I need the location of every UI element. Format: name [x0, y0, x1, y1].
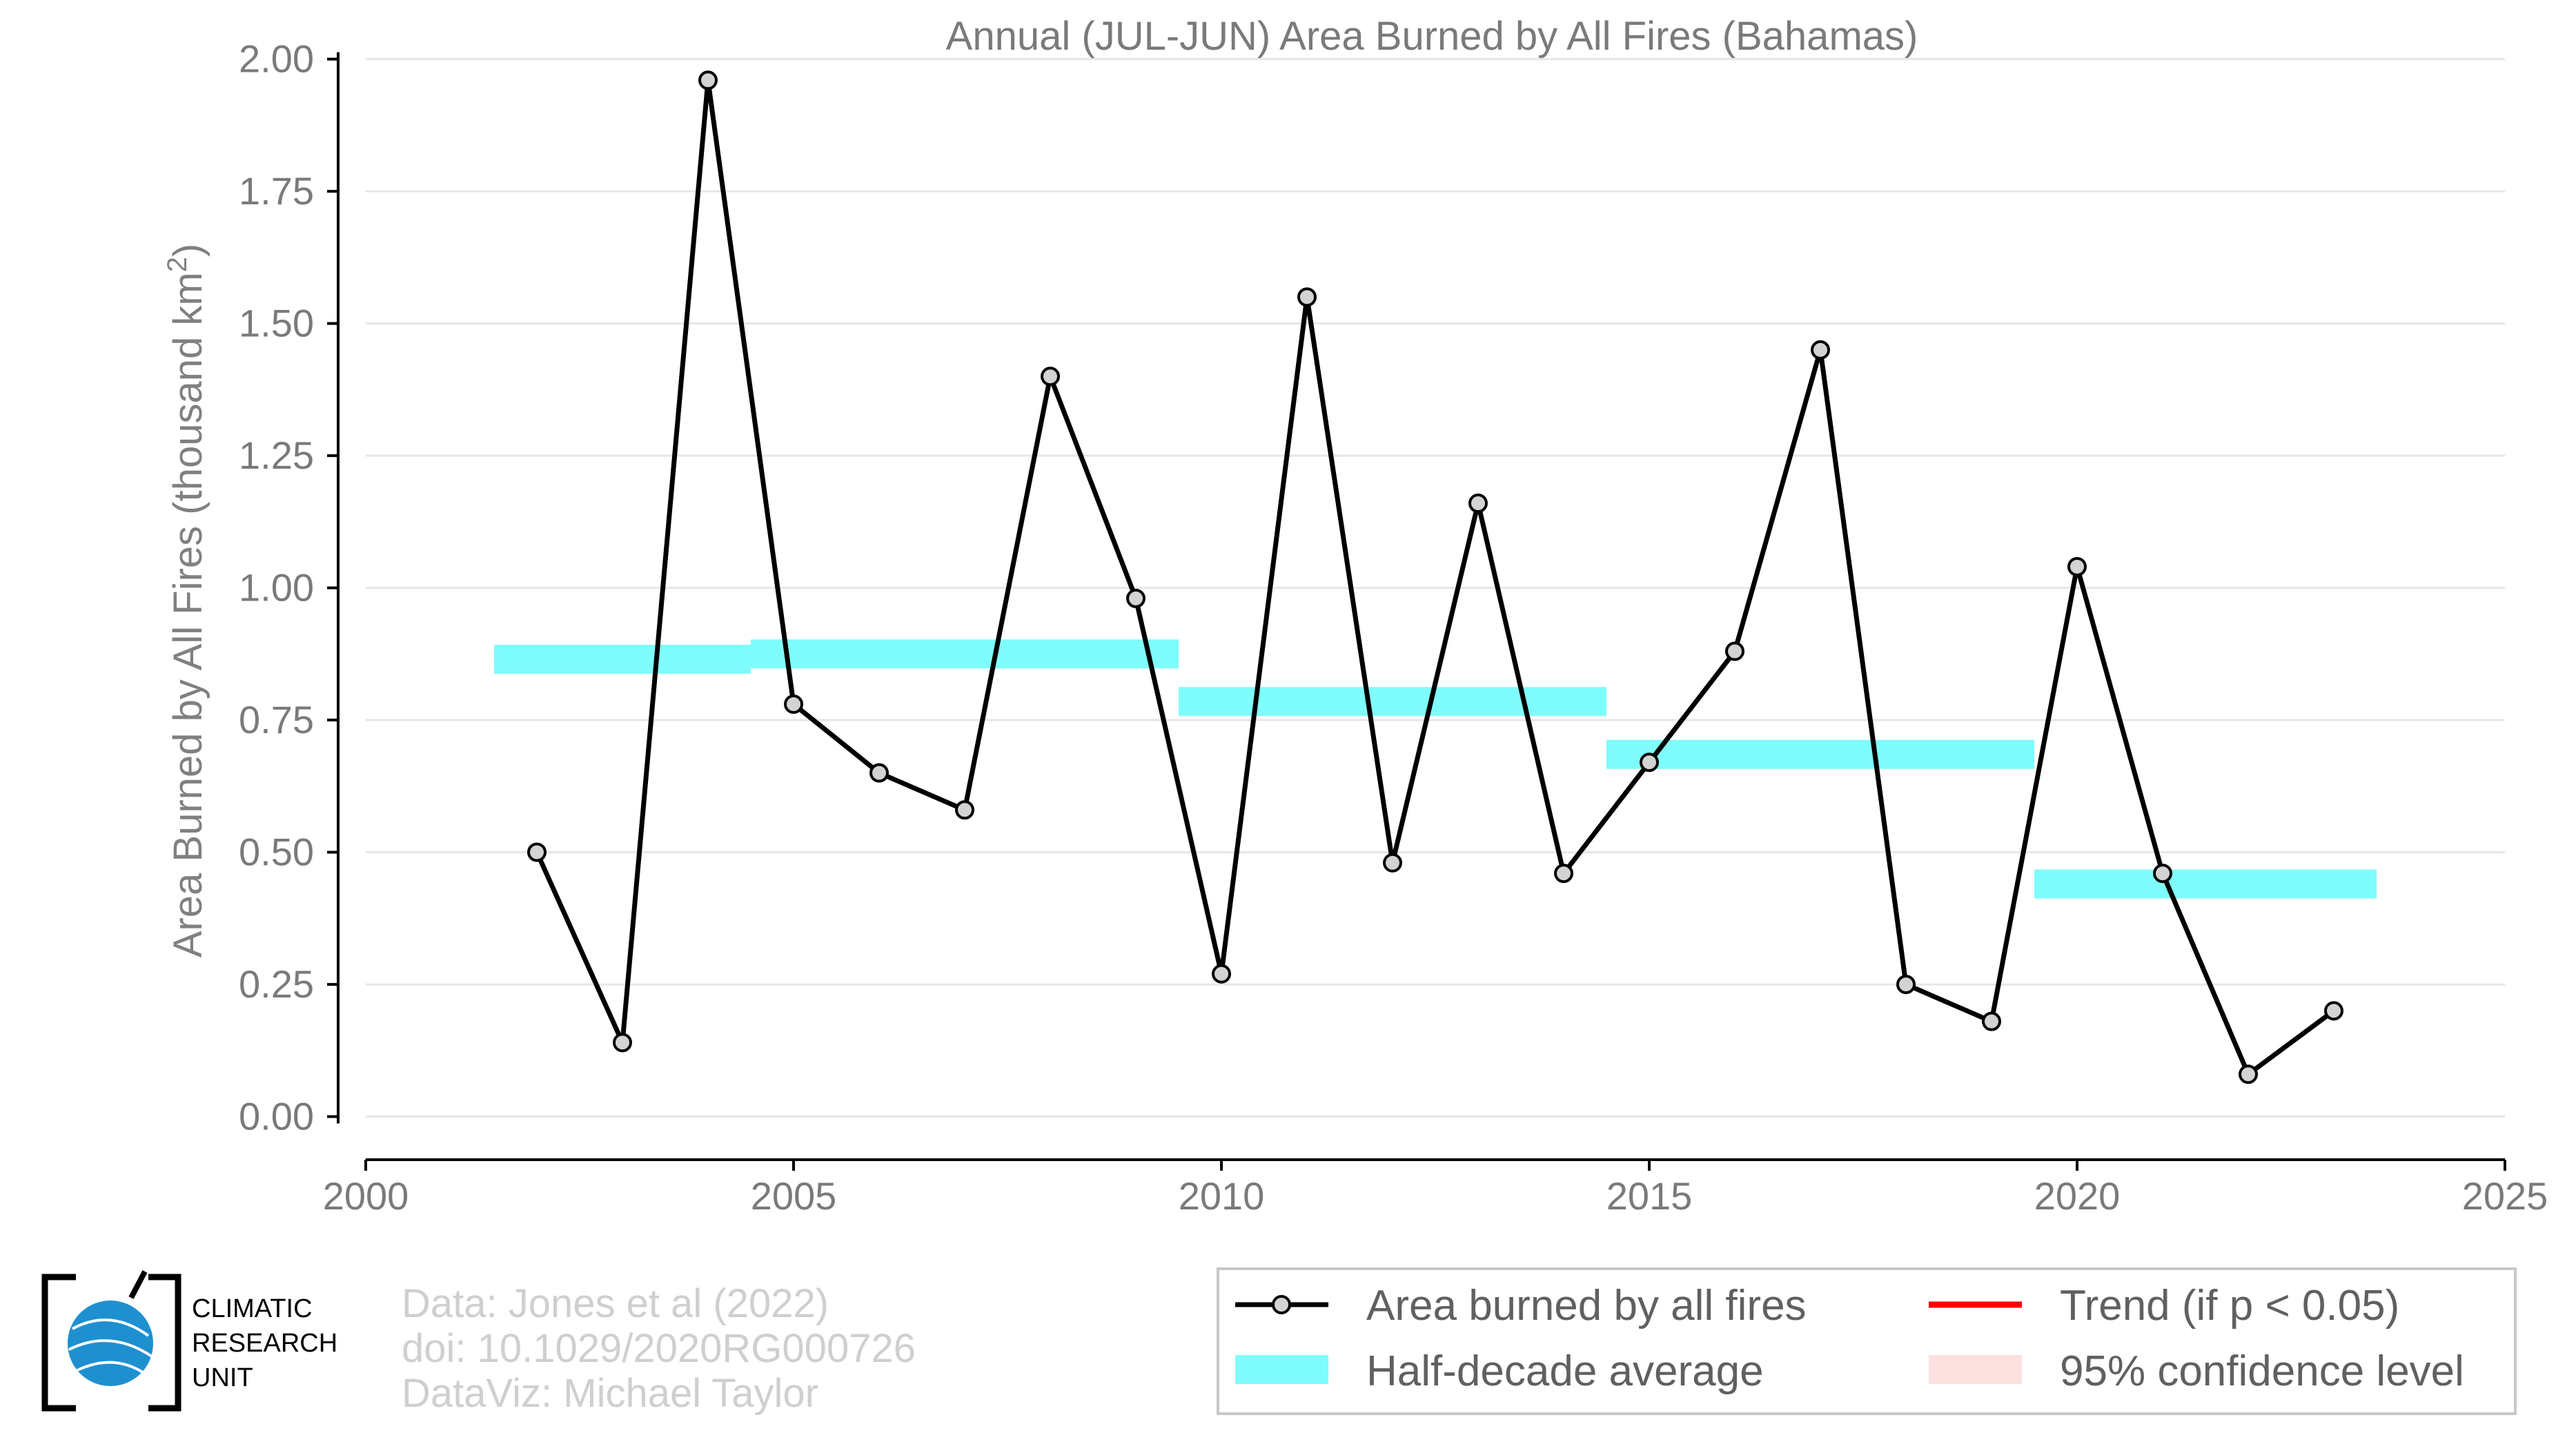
y-tick-label: 1.25 [239, 434, 314, 477]
credit-doi: doi: 10.1029/2020RG000726 [402, 1326, 916, 1371]
half-decade-band [1606, 739, 2034, 769]
x-tick-label: 2010 [1179, 1174, 1265, 1218]
globe-swirl-3 [77, 1361, 146, 1375]
y-tick-label: 1.00 [239, 566, 314, 610]
y-axis-label-main: Area Burned by All Fires (thousand km [166, 272, 210, 957]
y-tick-label: 1.75 [239, 169, 314, 213]
half-decade-band [2034, 869, 2377, 899]
logo-text-climatic: CLIMATIC [192, 1294, 313, 1323]
x-tick-label: 2000 [323, 1174, 409, 1218]
data-point [2239, 1064, 2258, 1084]
data-credits: Data: Jones et al (2022) doi: 10.1029/20… [402, 1281, 916, 1416]
data-point [1640, 752, 1659, 772]
logo-bracket-right [148, 1274, 181, 1412]
legend-symbol-half-decade-band [1235, 1355, 1328, 1384]
y-axis-label: Area Burned by All Fires (thousand km2) [162, 244, 210, 958]
grid-lines [366, 58, 2505, 1118]
logo-text-unit: UNIT [192, 1363, 253, 1392]
data-point [1468, 494, 1488, 514]
legend: Area burned by all fires Trend (if p < 0… [1217, 1267, 2517, 1415]
logo-slash [128, 1270, 148, 1299]
chart-title: Annual (JUL-JUN) Area Burned by All Fire… [946, 14, 1918, 59]
data-series [527, 70, 2343, 1084]
y-axis: 0.00 0.25 0.50 0.75 1.00 1.25 1.50 1.75 2.00 [239, 37, 340, 1138]
y-tick-label: 1.50 [239, 302, 314, 345]
legend-box [1217, 1267, 2517, 1415]
data-point [1383, 853, 1402, 873]
data-point [2153, 864, 2172, 884]
logo-text-research: RESEARCH [192, 1329, 337, 1358]
y-tick-label: 2.00 [239, 37, 314, 81]
half-decade-band [1179, 687, 1606, 717]
half-decade-bands [494, 639, 2377, 899]
data-point [869, 763, 889, 783]
half-decade-band [751, 639, 1179, 669]
x-tick-label: 2015 [1606, 1174, 1693, 1218]
logo-bracket-left [41, 1274, 76, 1412]
data-point [2067, 556, 2087, 576]
globe-swirl-1 [72, 1318, 150, 1337]
x-tick-label: 2025 [2462, 1174, 2548, 1218]
data-point [1297, 287, 1317, 307]
data-point [955, 800, 974, 820]
x-axis: 2000 2005 2010 2015 2020 2025 [323, 1158, 2548, 1218]
legend-label-area-burned: Area burned by all fires [1366, 1282, 1807, 1330]
y-axis-label-superscript: 2 [162, 257, 193, 272]
series-line [534, 77, 2336, 1077]
credit-dataviz: DataViz: Michael Taylor [402, 1371, 818, 1416]
credit-data-source: Data: Jones et al (2022) [402, 1281, 829, 1326]
data-point [698, 70, 718, 90]
y-tick-label: 0.75 [239, 698, 314, 741]
x-tick-label: 2005 [751, 1174, 837, 1218]
data-point [1126, 588, 1146, 608]
data-point [527, 842, 547, 862]
data-point [784, 694, 803, 714]
data-point [1725, 641, 1744, 661]
data-point [1896, 975, 1916, 995]
data-point [613, 1033, 632, 1053]
y-tick-label: 0.00 [239, 1095, 314, 1138]
legend-label-confidence: 95% confidence level [2060, 1347, 2464, 1395]
data-point [1041, 367, 1060, 387]
y-axis-label-close: ) [166, 244, 210, 257]
data-point [2324, 1001, 2343, 1021]
cru-logo: CLIMATIC RESEARCH UNIT [41, 1270, 337, 1412]
x-tick-label: 2020 [2034, 1174, 2121, 1218]
legend-symbol-area-burned-marker [1272, 1295, 1291, 1314]
half-decade-band [494, 645, 751, 674]
legend-label-trend: Trend (if p < 0.05) [2060, 1282, 2399, 1330]
y-tick-label: 0.50 [239, 830, 314, 874]
legend-label-half-decade: Half-decade average [1366, 1347, 1764, 1395]
data-point [1554, 864, 1573, 884]
y-tick-label: 0.25 [239, 962, 314, 1006]
data-point [1982, 1011, 2001, 1031]
globe-swirl-2 [68, 1339, 153, 1358]
legend-symbol-confidence-band [1929, 1355, 2022, 1384]
data-point [1212, 964, 1231, 984]
data-point [1811, 340, 1830, 360]
